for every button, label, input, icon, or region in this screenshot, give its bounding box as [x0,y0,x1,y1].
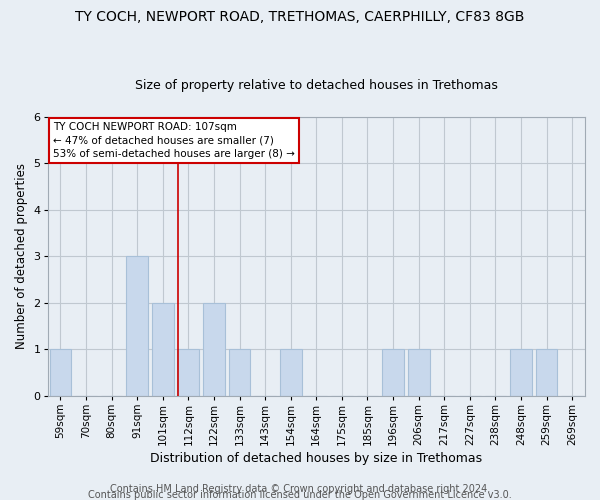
Title: Size of property relative to detached houses in Trethomas: Size of property relative to detached ho… [135,79,498,92]
Bar [152,303,173,396]
Bar [382,350,404,396]
Bar [510,350,532,396]
Text: Contains public sector information licensed under the Open Government Licence v3: Contains public sector information licen… [88,490,512,500]
Bar [536,350,557,396]
Bar [280,350,302,396]
X-axis label: Distribution of detached houses by size in Trethomas: Distribution of detached houses by size … [150,452,482,465]
Text: TY COCH, NEWPORT ROAD, TRETHOMAS, CAERPHILLY, CF83 8GB: TY COCH, NEWPORT ROAD, TRETHOMAS, CAERPH… [76,10,524,24]
Y-axis label: Number of detached properties: Number of detached properties [15,164,28,350]
Bar [50,350,71,396]
Bar [127,256,148,396]
Bar [203,303,225,396]
Bar [408,350,430,396]
Text: Contains HM Land Registry data © Crown copyright and database right 2024.: Contains HM Land Registry data © Crown c… [110,484,490,494]
Bar [229,350,250,396]
Text: TY COCH NEWPORT ROAD: 107sqm
← 47% of detached houses are smaller (7)
53% of sem: TY COCH NEWPORT ROAD: 107sqm ← 47% of de… [53,122,295,159]
Bar [178,350,199,396]
